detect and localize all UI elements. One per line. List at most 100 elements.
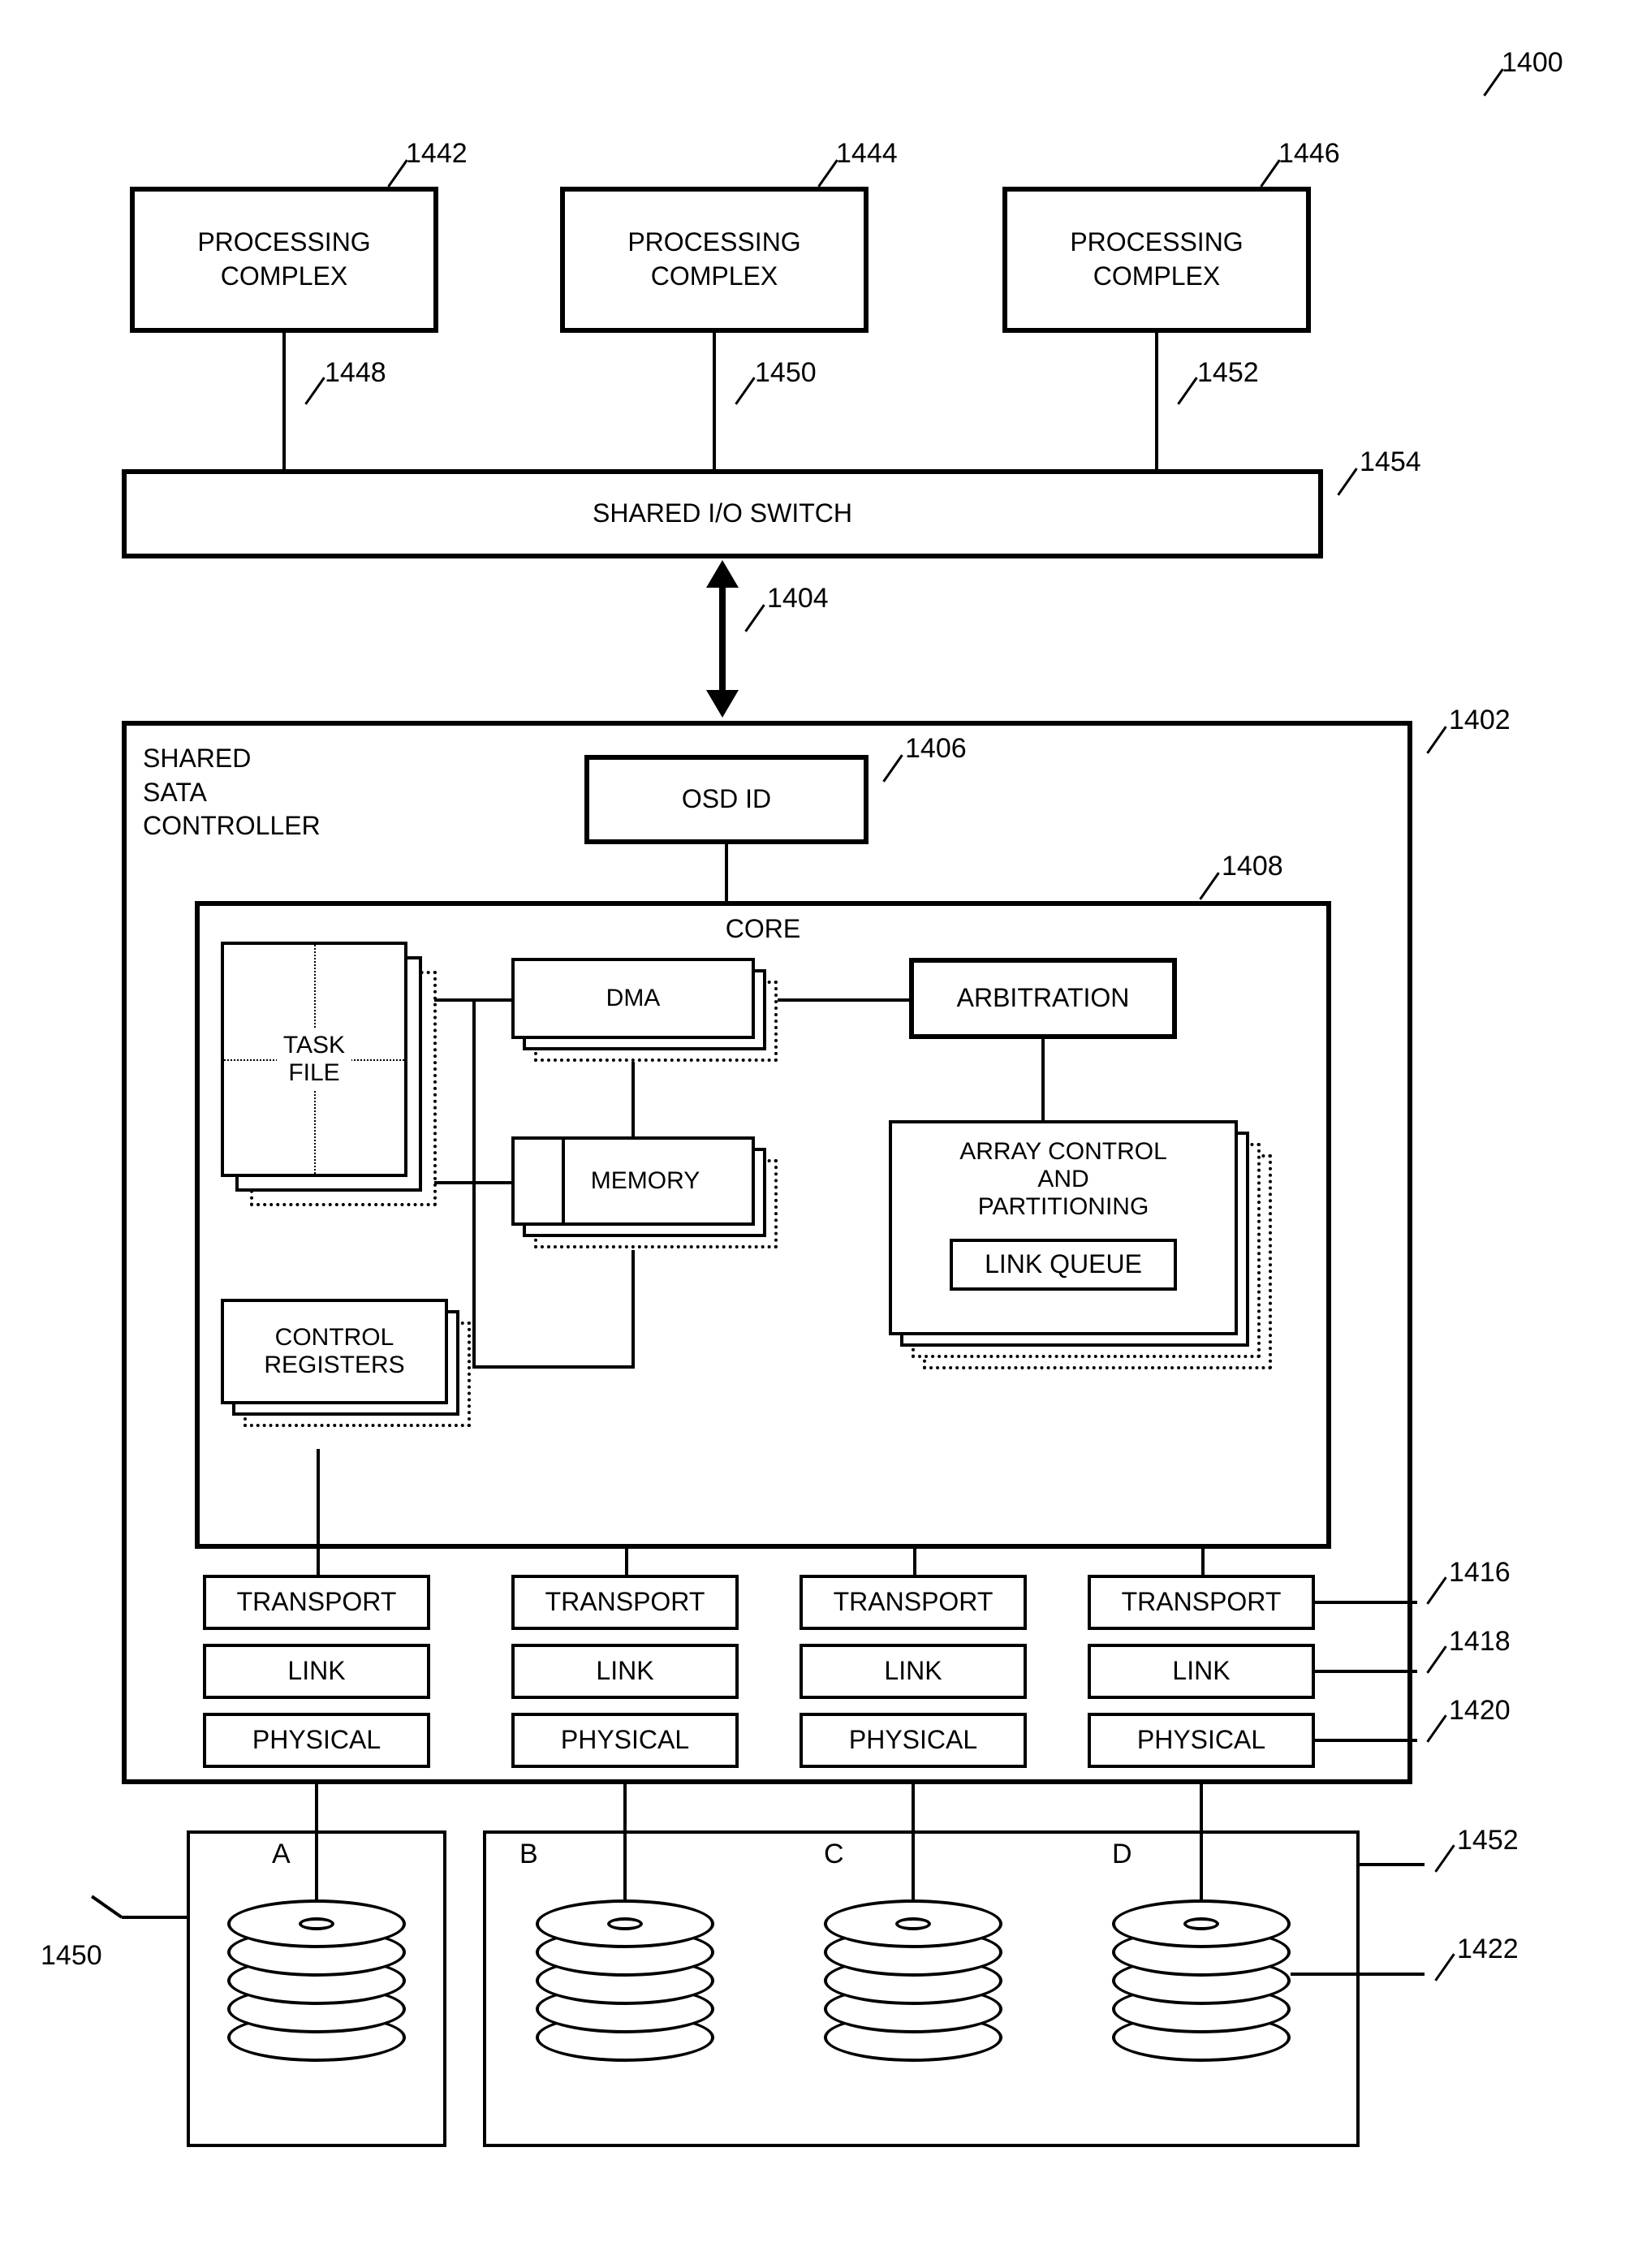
link-1 bbox=[282, 333, 286, 469]
link-queue-label: LINK QUEUE bbox=[985, 1248, 1142, 1282]
ref-line-1416 bbox=[1315, 1601, 1417, 1604]
array-ctrl-stack: ARRAY CONTROL AND PARTITIONING LINK QUEU… bbox=[889, 1120, 1270, 1372]
tick-1418 bbox=[1426, 1645, 1446, 1673]
line-mem-down bbox=[631, 1250, 635, 1369]
disk-stack-d bbox=[1112, 1908, 1291, 2086]
tick-1454 bbox=[1337, 468, 1357, 495]
ctrl-reg-stack: CONTROL REGISTERS bbox=[221, 1299, 472, 1429]
label-1408: 1408 bbox=[1222, 851, 1283, 882]
link-1-label: LINK bbox=[287, 1654, 345, 1688]
tick-1420 bbox=[1426, 1714, 1446, 1742]
ref-line-1452b bbox=[1360, 1863, 1425, 1866]
disk-stack-b bbox=[536, 1908, 714, 2086]
dma-label: DMA bbox=[606, 985, 661, 1012]
tick-1404 bbox=[744, 604, 765, 632]
tick-1452 bbox=[1177, 377, 1197, 404]
disk-stack-a bbox=[227, 1908, 406, 2086]
tick-1452b bbox=[1434, 1844, 1455, 1872]
tick-1402 bbox=[1426, 726, 1446, 753]
line-mem-ctrlreg bbox=[472, 1365, 635, 1369]
physical-3: PHYSICAL bbox=[800, 1713, 1027, 1768]
core-transport-link-3 bbox=[913, 1549, 916, 1575]
core-transport-link-2 bbox=[625, 1549, 628, 1575]
label-1402: 1402 bbox=[1449, 705, 1511, 736]
transport-2-label: TRANSPORT bbox=[545, 1585, 705, 1619]
processing-complex-2: PROCESSING COMPLEX bbox=[560, 187, 869, 333]
physical-4-label: PHYSICAL bbox=[1137, 1723, 1265, 1757]
tick-1400 bbox=[1483, 68, 1503, 96]
label-1422: 1422 bbox=[1457, 1934, 1519, 1965]
ctrl-reg-label: CONTROL REGISTERS bbox=[264, 1324, 404, 1379]
disk-label-d: D bbox=[1112, 1839, 1132, 1870]
label-1444: 1444 bbox=[836, 138, 898, 170]
link-2-box: LINK bbox=[511, 1644, 739, 1699]
tick-1416 bbox=[1426, 1576, 1446, 1604]
core-transport-link-1 bbox=[317, 1449, 320, 1575]
physical-3-label: PHYSICAL bbox=[849, 1723, 977, 1757]
tick-1450b bbox=[91, 1895, 123, 1919]
array-ctrl-label: ARRAY CONTROL AND PARTITIONING bbox=[959, 1138, 1167, 1221]
link-1-box: LINK bbox=[203, 1644, 430, 1699]
disk-label-c: C bbox=[824, 1839, 844, 1870]
ref-line-1450b bbox=[122, 1916, 187, 1919]
transport-1: TRANSPORT bbox=[203, 1575, 430, 1630]
label-1450b: 1450 bbox=[41, 1940, 102, 1972]
osd-id-label: OSD ID bbox=[682, 783, 771, 817]
core-title: CORE bbox=[726, 912, 800, 946]
link-3-box: LINK bbox=[800, 1644, 1027, 1699]
tick-1422 bbox=[1434, 1953, 1455, 1981]
label-1442: 1442 bbox=[406, 138, 468, 170]
label-1452: 1452 bbox=[1197, 357, 1259, 389]
arrow-down-icon bbox=[706, 690, 739, 718]
ref-line-1422 bbox=[1291, 1973, 1425, 1976]
transport-3-label: TRANSPORT bbox=[834, 1585, 994, 1619]
link-4-box: LINK bbox=[1088, 1644, 1315, 1699]
processing-complex-3-label: PROCESSING COMPLEX bbox=[1070, 226, 1243, 293]
tick-1450 bbox=[735, 377, 755, 404]
ref-line-1420 bbox=[1315, 1739, 1417, 1742]
task-file-stack: TASK FILE bbox=[221, 942, 432, 1201]
physical-1: PHYSICAL bbox=[203, 1713, 430, 1768]
disk-stack-c bbox=[824, 1908, 1002, 2086]
label-1446: 1446 bbox=[1278, 138, 1340, 170]
link-4-label: LINK bbox=[1172, 1654, 1230, 1688]
shared-io-switch-label: SHARED I/O SWITCH bbox=[593, 497, 852, 531]
physical-1-label: PHYSICAL bbox=[252, 1723, 381, 1757]
link-3-label: LINK bbox=[884, 1654, 942, 1688]
tick-1448 bbox=[304, 377, 325, 404]
physical-4: PHYSICAL bbox=[1088, 1713, 1315, 1768]
tick-1444 bbox=[817, 159, 838, 187]
osd-core-link bbox=[725, 844, 728, 901]
label-1448: 1448 bbox=[325, 357, 386, 389]
processing-complex-1: PROCESSING COMPLEX bbox=[130, 187, 438, 333]
transport-4: TRANSPORT bbox=[1088, 1575, 1315, 1630]
arbitration-label: ARBITRATION bbox=[957, 981, 1130, 1015]
transport-3: TRANSPORT bbox=[800, 1575, 1027, 1630]
label-1400: 1400 bbox=[1502, 47, 1563, 79]
bus-arrow bbox=[719, 586, 726, 692]
transport-1-label: TRANSPORT bbox=[237, 1585, 397, 1619]
line-dma-mem bbox=[631, 1062, 635, 1136]
shared-io-switch: SHARED I/O SWITCH bbox=[122, 469, 1323, 558]
physical-2-label: PHYSICAL bbox=[561, 1723, 689, 1757]
tick-1446 bbox=[1260, 159, 1280, 187]
arrow-up-icon bbox=[706, 560, 739, 588]
line-task-down bbox=[472, 998, 476, 1369]
core-transport-link-4 bbox=[1201, 1549, 1205, 1575]
task-file-label: TASK FILE bbox=[277, 1028, 351, 1090]
transport-2: TRANSPORT bbox=[511, 1575, 739, 1630]
label-1450: 1450 bbox=[755, 357, 817, 389]
label-1452b: 1452 bbox=[1457, 1825, 1519, 1856]
link-2-label: LINK bbox=[596, 1654, 653, 1688]
tick-1442 bbox=[387, 159, 407, 187]
line-arb-array bbox=[1041, 1039, 1045, 1120]
ref-line-1418 bbox=[1315, 1670, 1417, 1673]
processing-complex-2-label: PROCESSING COMPLEX bbox=[627, 226, 800, 293]
shared-sata-controller-title: SHARED SATA CONTROLLER bbox=[143, 742, 321, 843]
link-3 bbox=[1155, 333, 1158, 469]
line-dma-arb bbox=[778, 998, 909, 1002]
link-queue-box: LINK QUEUE bbox=[950, 1239, 1177, 1291]
diagram-canvas: 1400 PROCESSING COMPLEX 1442 PROCESSING … bbox=[32, 32, 1591, 2224]
label-1404: 1404 bbox=[767, 583, 829, 614]
physical-2: PHYSICAL bbox=[511, 1713, 739, 1768]
